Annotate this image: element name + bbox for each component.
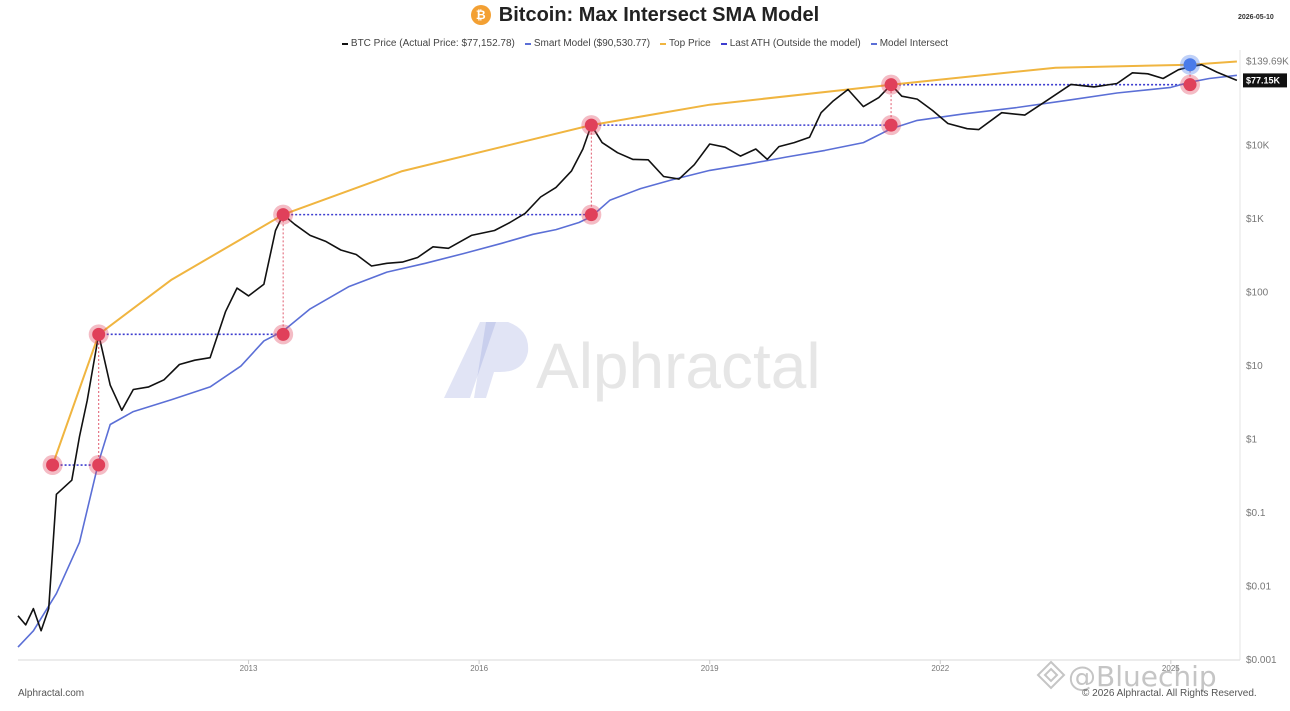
chart-labels: $139.69K $10K $1K $100 $10 $1 $0.1 $0.01 $0.001 2… — [240, 56, 1289, 673]
intersect-marker — [276, 208, 290, 222]
x-tick-label: 2019 — [701, 664, 719, 673]
legend-item-smart-model[interactable]: Smart Model ($90,530.77) — [524, 38, 651, 49]
intersect-marker — [92, 327, 106, 341]
chart-title: Bitcoin: Max Intersect SMA Model — [498, 3, 820, 26]
footer-site: Alphractal.com — [18, 688, 85, 699]
x-tick-label: 2025 — [1162, 664, 1180, 673]
y-tick-label: $1 — [1246, 435, 1258, 446]
intersect-marker — [92, 458, 106, 472]
intersect-marker — [584, 118, 598, 132]
y-tick-label: $10K — [1246, 141, 1270, 152]
legend-swatch-smart-model — [524, 42, 531, 45]
x-tick-label: 2016 — [470, 664, 488, 673]
intersect-marker — [584, 208, 598, 222]
chart-legend: BTC Price (Actual Price: $77,152.78) Sma… — [0, 38, 1290, 49]
footer-copyright: © 2026 Alphractal. All Rights Reserved. — [1082, 688, 1257, 699]
legend-item-model-intersect[interactable]: Model Intersect — [870, 38, 949, 49]
y-tick-label: $0.01 — [1246, 582, 1271, 593]
bitcoin-logo-icon: ₿ — [470, 5, 491, 25]
current-price-label: $77.15K — [1246, 75, 1281, 85]
legend-swatch-btc-price — [341, 42, 348, 45]
y-tick-label: $10 — [1246, 361, 1263, 372]
legend-item-last-ath[interactable]: Last ATH (Outside the model) — [720, 38, 861, 49]
legend-swatch-last-ath — [720, 42, 727, 45]
latest-top-marker — [1183, 58, 1197, 72]
watermark-brand-text: Alphractal — [536, 330, 821, 402]
y-tick-label: $0.001 — [1246, 655, 1277, 666]
legend-label-btc-price: BTC Price (Actual Price: $77,152.78) — [350, 38, 515, 49]
y-tick-label: $1K — [1246, 214, 1264, 225]
watermark-logo-icon — [444, 322, 496, 398]
btc-price-line — [17, 63, 1238, 632]
chart-title-row: ₿ Bitcoin: Max Intersect SMA Model — [0, 2, 1290, 28]
x-tick-label: 2022 — [931, 664, 949, 673]
intersect-marker — [276, 327, 290, 341]
intersect-marker — [1183, 78, 1197, 92]
chart-markers — [42, 54, 1201, 476]
legend-item-btc-price[interactable]: BTC Price (Actual Price: $77,152.78) — [341, 38, 515, 49]
legend-swatch-top-price — [660, 42, 667, 45]
x-tick-label: 2013 — [240, 664, 258, 673]
legend-label-top-price: Top Price — [669, 38, 711, 49]
intersect-marker — [46, 458, 60, 472]
intersect-marker — [884, 118, 898, 132]
smart-model-line — [17, 74, 1237, 648]
legend-swatch-model-intersect — [870, 42, 877, 45]
bluechip-watermark: @Bluechip — [1068, 660, 1217, 693]
alphractal-watermark: Alphractal — [444, 322, 821, 402]
chart-date: 2026-05-10 — [1238, 14, 1274, 21]
legend-label-smart-model: Smart Model ($90,530.77) — [533, 38, 651, 49]
y-tick-label: $100 — [1246, 288, 1269, 299]
top-price-line — [51, 60, 1237, 466]
legend-label-last-ath: Last ATH (Outside the model) — [729, 38, 861, 49]
bluechip-logo-icon — [1036, 660, 1066, 690]
legend-item-top-price[interactable]: Top Price — [660, 38, 711, 49]
chart-axes — [18, 50, 1241, 664]
watermark-logo-p-icon — [474, 322, 529, 398]
y-tick-label: $139.69K — [1246, 56, 1289, 67]
legend-label-model-intersect: Model Intersect — [879, 38, 949, 49]
y-tick-label: $0.1 — [1246, 508, 1266, 519]
intersect-marker — [884, 78, 898, 92]
current-price-tag — [1243, 73, 1287, 88]
